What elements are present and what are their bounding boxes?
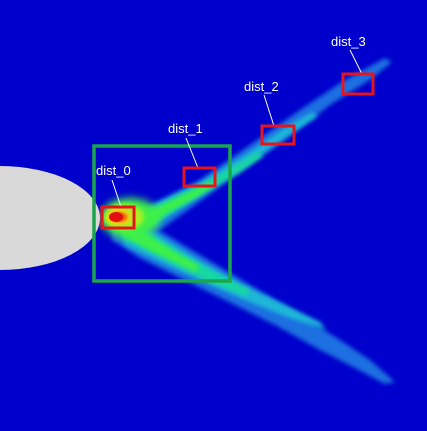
probe-box: [182, 166, 217, 188]
junction-hotspot: [100, 198, 160, 238]
region-box: [92, 144, 232, 283]
solid-body: [0, 166, 100, 270]
probe-label: dist_2: [244, 79, 279, 94]
probe-box: [260, 124, 296, 146]
probe-label: dist_0: [96, 163, 131, 178]
lower-plume: [110, 215, 395, 384]
leader-line: [111, 179, 122, 208]
leader-line: [263, 94, 275, 127]
probe-dist-0: dist_0: [96, 163, 136, 230]
probe-dist-2: dist_2: [244, 79, 296, 146]
leader-line: [185, 137, 199, 169]
probe-box: [341, 72, 375, 96]
probe-label: dist_3: [331, 34, 366, 49]
probe-label: dist_1: [168, 121, 203, 136]
probe-dist-3: dist_3: [331, 34, 375, 96]
probe-box: [100, 205, 136, 230]
leader-line: [349, 49, 363, 75]
probe-dist-1: dist_1: [168, 121, 217, 188]
